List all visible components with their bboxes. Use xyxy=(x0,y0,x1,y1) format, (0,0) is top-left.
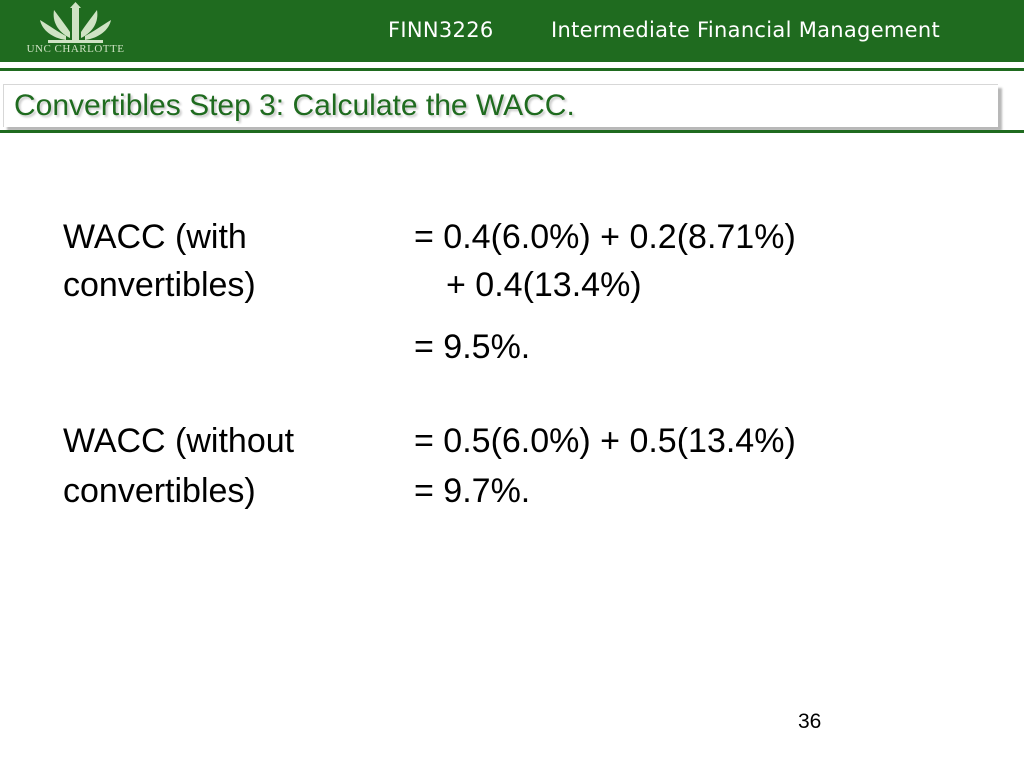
header-banner: UNC CHARLOTTE FINN3226 Intermediate Fina… xyxy=(0,0,1024,62)
wacc-without-result: = 9.7%. xyxy=(414,472,531,510)
course-name: Intermediate Financial Management xyxy=(551,18,941,42)
wacc-without-label-line2: convertibles) xyxy=(63,472,256,510)
wacc-with-formula-line2: + 0.4(13.4%) xyxy=(446,266,642,304)
wacc-with-label-line2: convertibles) xyxy=(63,266,256,304)
course-code: FINN3226 xyxy=(388,18,494,42)
wacc-with-formula-line1: = 0.4(6.0%) + 0.2(8.71%) xyxy=(414,218,796,256)
logo-text: UNC CHARLOTTE xyxy=(26,43,125,55)
wacc-without-formula-line1: = 0.5(6.0%) + 0.5(13.4%) xyxy=(414,422,796,460)
title-box: Convertibles Step 3: Calculate the WACC. xyxy=(3,84,998,127)
university-logo: UNC CHARLOTTE xyxy=(8,2,143,60)
header-divider xyxy=(0,68,1024,71)
wacc-without-label-line1: WACC (without xyxy=(63,422,295,460)
title-divider xyxy=(0,130,1024,133)
slide-title: Convertibles Step 3: Calculate the WACC. xyxy=(14,89,575,122)
wacc-with-result: = 9.5%. xyxy=(414,328,531,366)
wacc-with-label-line1: WACC (with xyxy=(63,218,247,256)
crown-icon xyxy=(40,2,111,43)
page-number: 36 xyxy=(798,710,822,733)
